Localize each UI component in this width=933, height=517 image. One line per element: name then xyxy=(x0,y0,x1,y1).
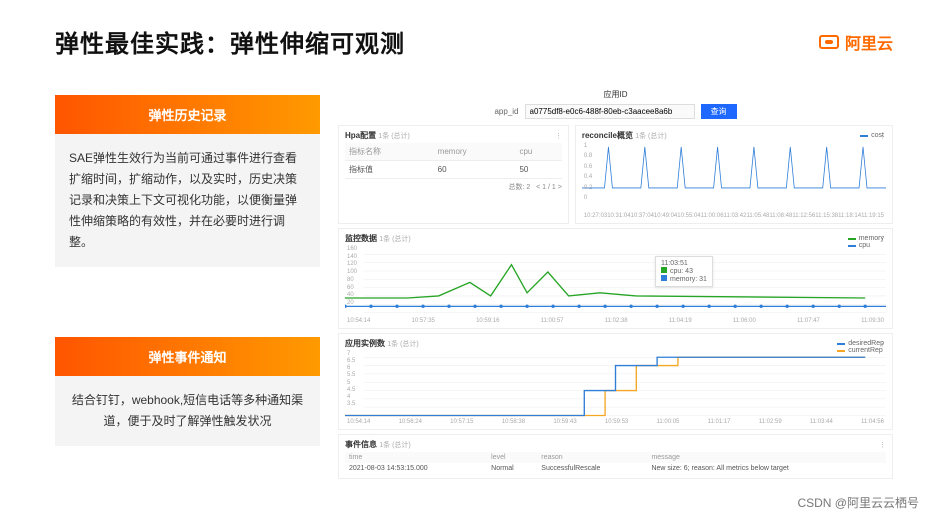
reconcile-chart xyxy=(582,143,886,189)
app-id-label: app_id xyxy=(494,107,518,116)
replicas-panel: 应用实例数 1条 (总计) ⋮ 76.565.554.543.5 10:54:1… xyxy=(338,333,893,430)
query-button[interactable]: 查询 xyxy=(701,104,737,119)
replicas-chart xyxy=(345,351,886,420)
events-title: 事件信息 xyxy=(345,440,377,449)
app-id-input[interactable] xyxy=(525,104,695,119)
table-row: 指标值 60 50 xyxy=(345,161,562,179)
metrics-legend: memorycpu xyxy=(848,235,884,249)
metrics-tooltip: 11:03:51cpu: 43memory: 31 xyxy=(655,256,713,287)
card-notify: 弹性事件通知 结合钉钉，webhook,短信电话等多种通知渠道，便于及时了解弹性… xyxy=(55,337,320,446)
brand-text: 阿里云 xyxy=(845,30,893,54)
hpa-col-1: memory xyxy=(434,143,516,161)
hpa-title: Hpa配置 xyxy=(345,131,376,140)
hpa-col-0: 指标名称 xyxy=(345,143,434,161)
events-table: time level reason message 2021-08-03 14:… xyxy=(345,452,886,474)
watermark: CSDN @阿里云云栖号 xyxy=(797,494,919,511)
metrics-x-ticks: 10:54:1410:57:3510:59:1611:00:5711:02:38… xyxy=(345,318,886,324)
reconcile-x-ticks: 10:27:0310:31:0410:37:0410:49:0410:55:04… xyxy=(582,213,886,219)
metrics-y-ticks: 16014012010080604020 xyxy=(347,246,357,306)
metrics-title: 监控数据 xyxy=(345,234,377,243)
events-panel: 事件信息 1条 (总计) ⋮ time level reason message… xyxy=(338,434,893,479)
metrics-subtitle: 1条 (总计) xyxy=(379,236,411,243)
replicas-x-ticks: 10:54:1410:56:2410:57:1510:58:3810:59:43… xyxy=(345,419,886,425)
card-notify-body: 结合钉钉，webhook,短信电话等多种通知渠道，便于及时了解弹性触发状况 xyxy=(55,376,320,446)
events-more-icon[interactable]: ⋮ xyxy=(879,441,886,449)
app-id-section-label: 应用ID xyxy=(338,89,893,100)
brand-icon xyxy=(819,35,839,49)
hpa-subtitle: 1条 (总计) xyxy=(378,133,410,140)
card-history-header: 弹性历史记录 xyxy=(55,95,320,134)
hpa-more-icon[interactable]: ⋮ xyxy=(555,132,562,140)
hpa-panel: Hpa配置 1条 (总计) ⋮ 指标名称 memory cpu 指标值 60 5… xyxy=(338,125,569,224)
events-subtitle: 1条 (总计) xyxy=(379,442,411,449)
hpa-col-2: cpu xyxy=(515,143,561,161)
replicas-title: 应用实例数 xyxy=(345,339,385,348)
reconcile-subtitle: 1条 (总计) xyxy=(635,133,667,140)
replicas-subtitle: 1条 (总计) xyxy=(387,341,419,348)
reconcile-panel: reconcile概览 1条 (总计) ⋮ 10.80.60.40.20 10:… xyxy=(575,125,893,224)
metrics-panel: 监控数据 1条 (总计) ⋮ 16014012010080604020 11:0… xyxy=(338,228,893,329)
metrics-chart xyxy=(345,246,886,317)
brand-logo: 阿里云 xyxy=(819,30,893,54)
card-notify-header: 弹性事件通知 xyxy=(55,337,320,376)
pager-total: 总数: 2 xyxy=(509,184,531,191)
card-history: 弹性历史记录 SAE弹性生效行为当前可通过事件进行查看扩缩时间，扩缩动作，以及实… xyxy=(55,95,320,267)
replicas-legend: desiredRepcurrentRep xyxy=(837,340,884,354)
hpa-table: 指标名称 memory cpu 指标值 60 50 xyxy=(345,143,562,179)
page-title: 弹性最佳实践：弹性伸缩可观测 xyxy=(55,24,405,59)
reconcile-title: reconcile概览 xyxy=(582,131,633,140)
card-history-body: SAE弹性生效行为当前可通过事件进行查看扩缩时间，扩缩动作，以及实时，历史决策记… xyxy=(55,134,320,267)
table-row: 2021-08-03 14:53:15.000 Normal Successfu… xyxy=(345,463,886,474)
pager-nav[interactable]: < 1 / 1 > xyxy=(536,184,562,191)
replicas-y-ticks: 76.565.554.543.5 xyxy=(347,351,355,407)
reconcile-legend: cost xyxy=(860,132,884,139)
reconcile-y-ticks: 10.80.60.40.20 xyxy=(584,143,592,201)
